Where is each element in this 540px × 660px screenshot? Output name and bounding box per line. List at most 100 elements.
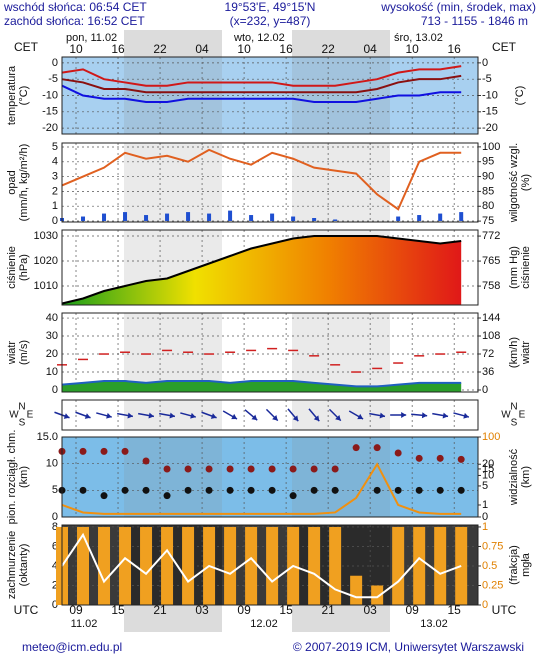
dot [205, 486, 213, 494]
y-tick-label: 5 [52, 484, 58, 496]
bar [245, 526, 258, 605]
wind-arrow [453, 412, 470, 419]
y-tick-label: 1030 [34, 230, 58, 242]
x-tick-label: 09 [237, 603, 251, 617]
dot [226, 465, 234, 473]
panel-background [62, 400, 478, 430]
arrow-head [190, 412, 196, 419]
wind-arrow [390, 412, 407, 418]
area-line [61, 235, 462, 305]
day-label: śro, 13.02 [394, 32, 443, 44]
panel-frame [61, 312, 479, 393]
y2-tick-label: 20 [482, 458, 494, 470]
grid-point: (x=232, y=487) [230, 14, 311, 28]
wind-arrow [96, 412, 112, 419]
arrow-head [421, 412, 428, 419]
y-axis-label: (km) [18, 466, 30, 488]
night-band [292, 30, 390, 58]
y-tick-label: 6 [52, 540, 58, 552]
panel-background [62, 313, 478, 392]
y-tick-label: 0 [52, 215, 58, 227]
arrow-head [401, 412, 407, 418]
x-tick-label: 10 [237, 42, 251, 56]
arrow-head [127, 412, 133, 419]
bar [308, 526, 321, 605]
dot [163, 492, 171, 500]
bar [371, 585, 384, 605]
y-axis-label: (oktanty) [18, 544, 30, 587]
y-axis-label: (hPa) [18, 254, 30, 281]
bar [291, 216, 296, 221]
y-axis-label: pion. rozciągł. chm. [6, 430, 18, 525]
bar [417, 215, 422, 221]
dot [268, 465, 276, 473]
y2-tick-label: 85 [482, 185, 494, 197]
x-tick-label: 03 [363, 603, 377, 617]
x-tick-label: 09 [405, 603, 419, 617]
dot [289, 465, 297, 473]
y2-tick-label: 765 [482, 255, 500, 267]
y2-axis-label: wiatr [520, 341, 532, 366]
night-band [124, 143, 222, 222]
dot [163, 465, 171, 473]
y-axis-label: ciśnienie [6, 246, 18, 289]
wind-arrow [138, 412, 155, 419]
wind-arrow [328, 408, 342, 422]
wind-arrow [411, 412, 428, 419]
y2-tick-label: -20 [482, 122, 498, 134]
dot [184, 465, 192, 473]
y-tick-label: -20 [42, 122, 58, 134]
wind-arrow [201, 411, 217, 419]
y-tick-label: 15.0 [37, 431, 58, 443]
y2-tick-label: 758 [482, 280, 500, 292]
y-tick-label: 0 [52, 511, 58, 523]
x-tick-label: 21 [321, 603, 335, 617]
x-tick-label: 09 [69, 603, 83, 617]
bar [249, 215, 254, 221]
y2-tick-label: 100 [482, 141, 500, 153]
bar [438, 213, 443, 221]
arrow-head [292, 415, 299, 422]
y2-axis-label: wilgotność wzgl. [508, 143, 520, 223]
bar [98, 526, 111, 605]
day-label: 11.02 [71, 618, 98, 630]
y-tick-label: 0 [52, 599, 58, 611]
y2-tick-label: 80 [482, 200, 494, 212]
x-tick-label: 15 [448, 603, 462, 617]
dot [310, 465, 318, 473]
wind-arrow [180, 412, 196, 419]
arrow-head [148, 412, 154, 419]
dot [247, 465, 255, 473]
x-tick-label: 21 [153, 603, 167, 617]
compass-label: W [9, 410, 19, 421]
y2-axis-label: (km) [520, 466, 532, 488]
dot [436, 454, 444, 462]
line [61, 84, 462, 104]
y2-tick-label: 72 [482, 348, 494, 360]
panel-frame [61, 142, 479, 223]
dot [247, 486, 255, 494]
area [62, 381, 462, 392]
y-tick-label: -10 [42, 89, 58, 101]
bar [228, 210, 233, 221]
y-tick-label: 40 [46, 312, 58, 324]
dot [373, 444, 381, 452]
bar [312, 218, 317, 221]
day-label: 13.02 [420, 618, 448, 630]
footer-email: meteo@icm.edu.pl [22, 640, 122, 654]
y2-tick-label: 5 [482, 480, 488, 492]
x-tick-label: 10 [69, 42, 83, 56]
x-tick-label: 22 [321, 42, 335, 56]
sunrise: wschód słońca: 06:54 CET [3, 0, 147, 14]
wind-arrow [222, 410, 238, 420]
bar [350, 575, 363, 605]
y-tick-label: 8 [52, 521, 58, 533]
y2-tick-label: 0 [482, 384, 488, 396]
y2-axis-label: ciśnienie [520, 246, 532, 289]
day-label: wto, 12.02 [233, 32, 285, 44]
arrow-head [313, 415, 320, 422]
y-tick-label: 3 [52, 170, 58, 182]
y-tick-label: 2 [52, 579, 58, 591]
dot [415, 486, 423, 494]
line [61, 148, 462, 211]
